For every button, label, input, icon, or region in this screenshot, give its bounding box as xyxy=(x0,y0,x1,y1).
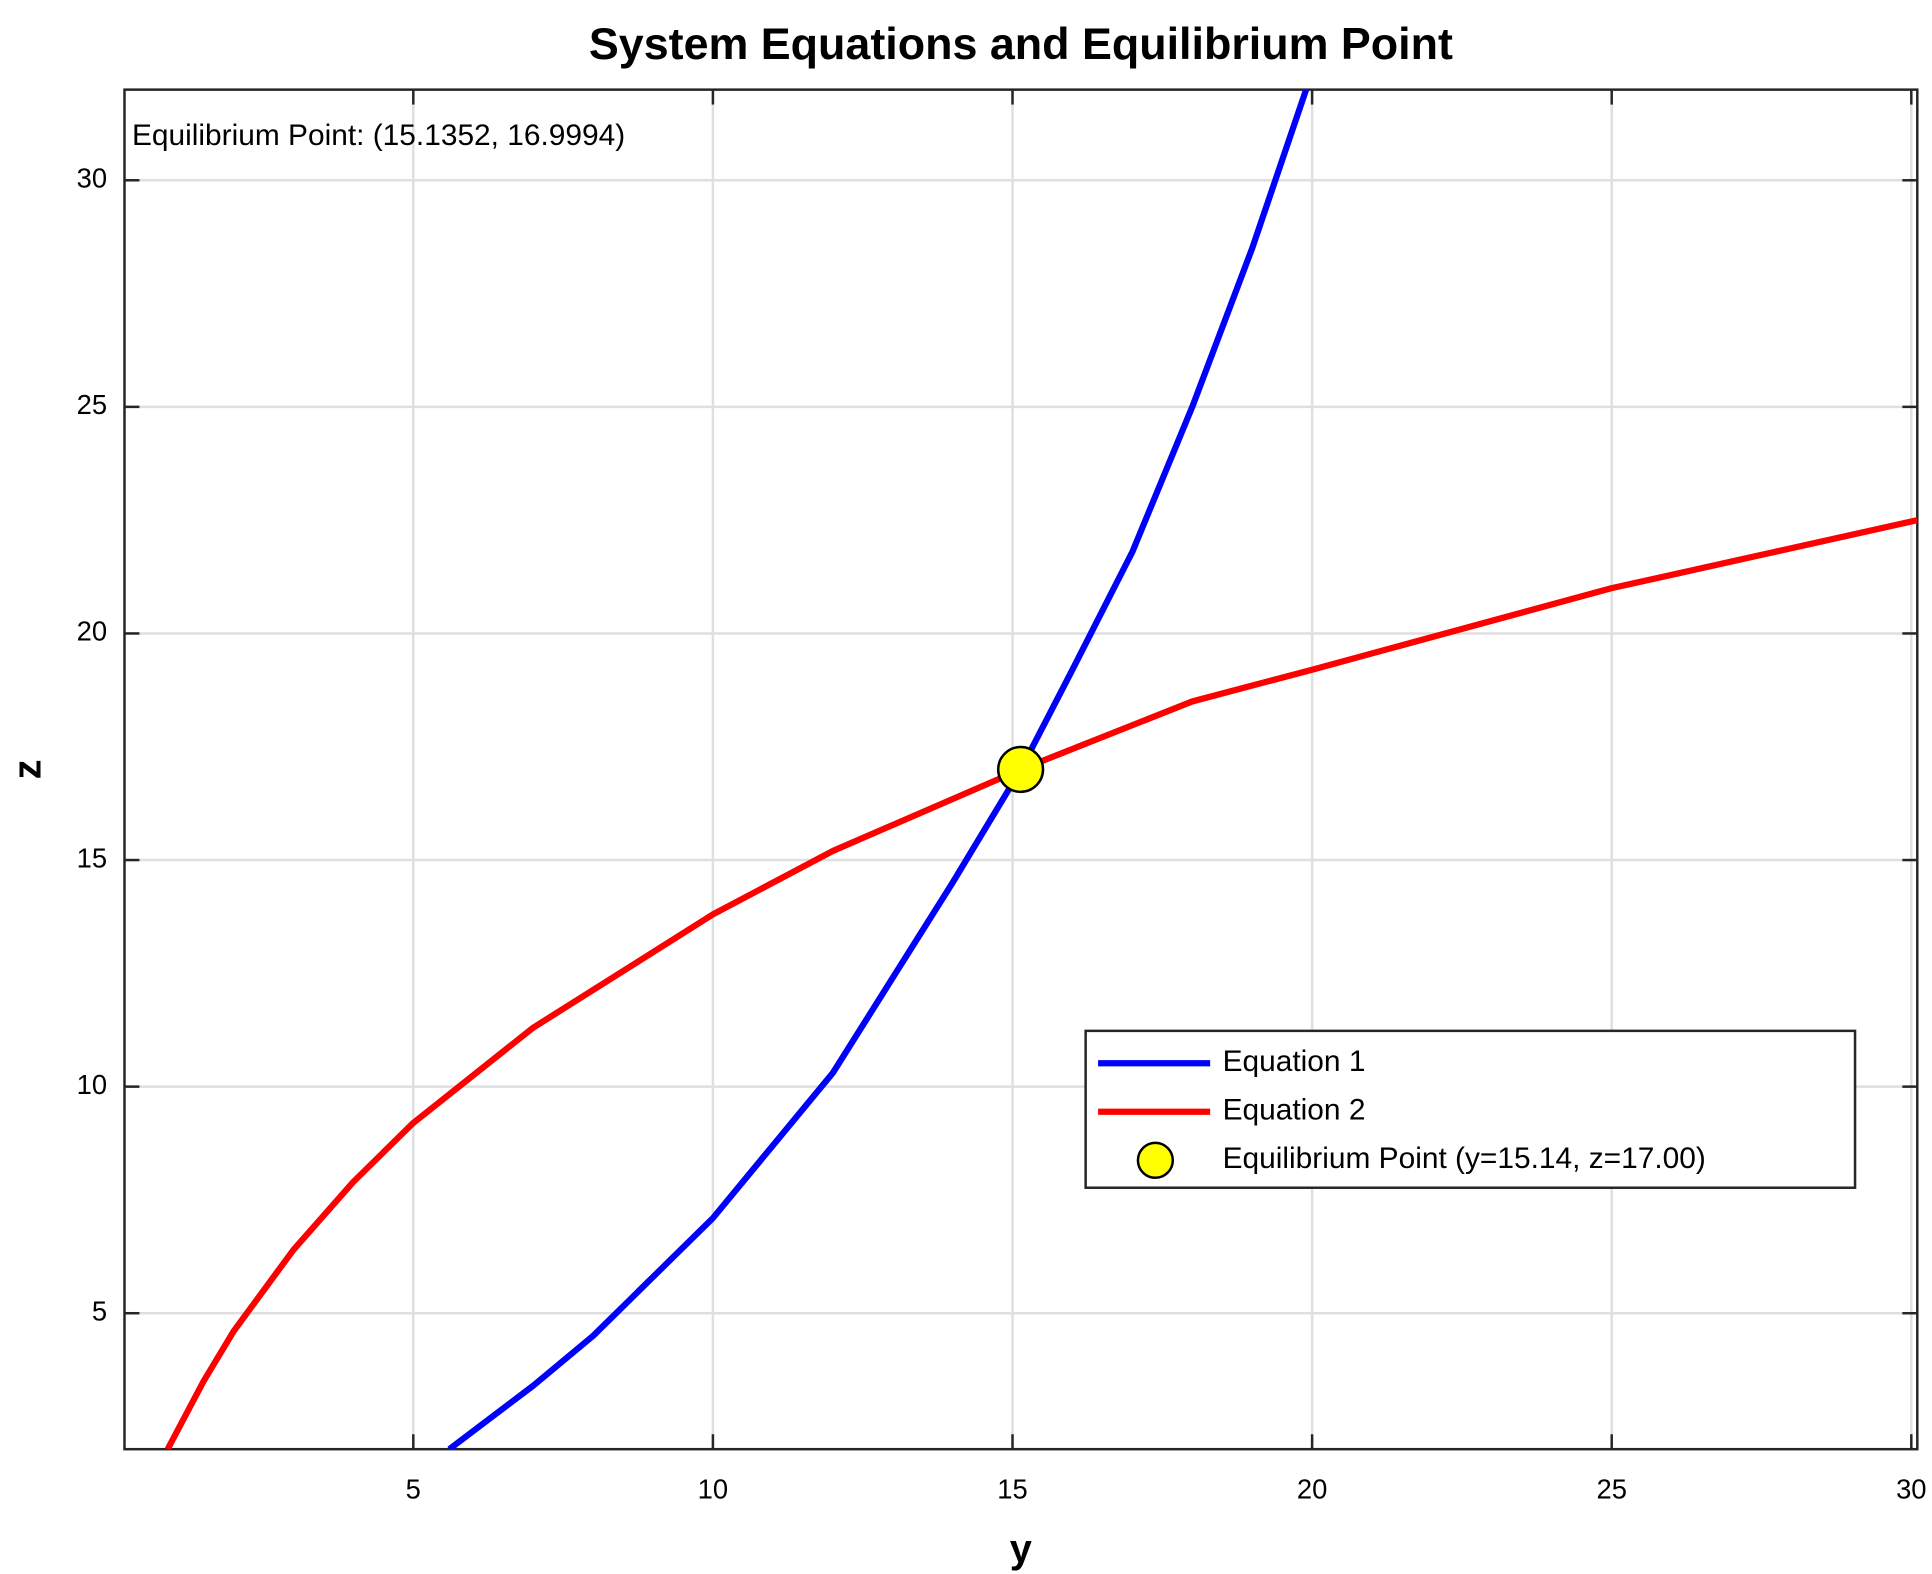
annotation: Equilibrium Point: (15.1352, 16.9994) xyxy=(132,119,625,152)
x-axis-label: y xyxy=(1010,1527,1032,1571)
equilibrium-marker xyxy=(996,745,1045,794)
axes-box xyxy=(123,88,1919,1451)
legend-marker xyxy=(1136,1141,1175,1180)
y-tick-label: 5 xyxy=(92,1295,107,1326)
legend-label: Equilibrium Point (y=15.14, z=17.00) xyxy=(1223,1142,1706,1175)
x-tick-label: 10 xyxy=(698,1474,728,1505)
series-line xyxy=(164,517,1918,1450)
y-tick-label: 30 xyxy=(77,163,107,194)
x-tick-label: 30 xyxy=(1896,1474,1926,1505)
legend-box xyxy=(1084,1029,1857,1189)
chart-title: System Equations and Equilibrium Point xyxy=(589,19,1453,69)
y-axis-label: z xyxy=(5,759,49,779)
y-tick-label: 25 xyxy=(77,389,107,420)
y-tick-label: 10 xyxy=(77,1069,107,1100)
x-tick-label: 15 xyxy=(997,1474,1027,1505)
x-tick-label: 5 xyxy=(406,1474,421,1505)
legend-label: Equation 2 xyxy=(1223,1094,1366,1127)
legend-label: Equation 1 xyxy=(1223,1045,1366,1078)
x-tick-label: 20 xyxy=(1297,1474,1327,1505)
plot-area xyxy=(164,89,1918,1450)
x-tick-label: 25 xyxy=(1596,1474,1626,1505)
y-tick-label: 20 xyxy=(77,616,107,647)
y-tick-label: 15 xyxy=(77,842,107,873)
series-line xyxy=(447,89,1310,1450)
